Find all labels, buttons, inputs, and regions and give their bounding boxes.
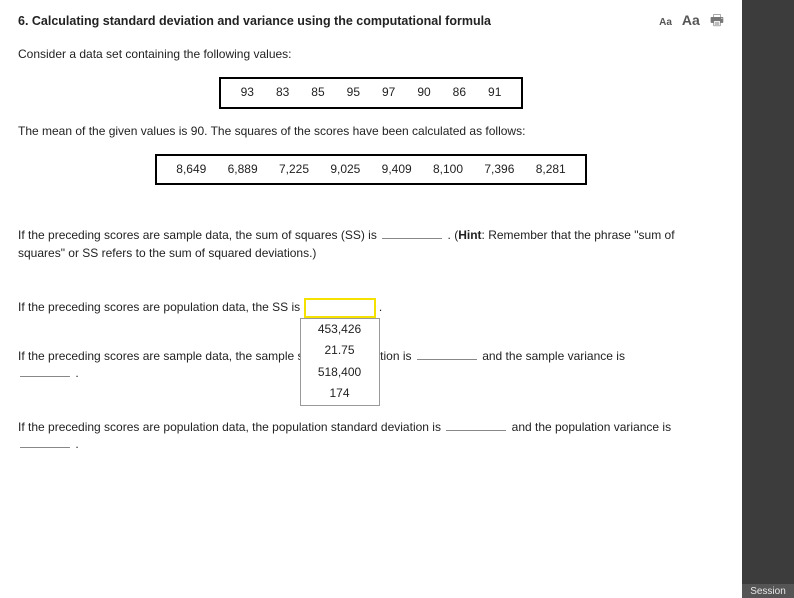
- p4-text-a: If the preceding scores are population d…: [18, 420, 444, 434]
- square-cell: 6,889: [219, 161, 267, 178]
- intro-text: Consider a data set containing the follo…: [18, 46, 724, 63]
- blank-input[interactable]: [382, 227, 442, 239]
- squares-box-wrap: 8,649 6,889 7,225 9,025 9,409 8,100 7,39…: [18, 154, 724, 185]
- toolbar: Aa Aa 🖶: [659, 10, 724, 32]
- data-cell: 90: [408, 84, 440, 101]
- data-cell: 97: [373, 84, 405, 101]
- square-cell: 9,025: [321, 161, 369, 178]
- p3-text-a: If the preceding scores are sample data,…: [18, 349, 304, 363]
- sidebar: Session: [742, 0, 794, 598]
- blank-input[interactable]: [20, 436, 70, 448]
- dropdown-wrap: 453,426 21.75 518,400 174: [304, 298, 376, 318]
- square-cell: 9,409: [373, 161, 421, 178]
- p2-text-a: If the preceding scores are population d…: [18, 300, 304, 314]
- data-box-wrap: 93 83 85 95 97 90 86 91: [18, 77, 724, 108]
- p4-text-b: and the population variance is: [512, 420, 671, 434]
- data-cell: 91: [479, 84, 511, 101]
- dropdown-option[interactable]: 21.75: [301, 340, 379, 361]
- p3-text-d: .: [75, 366, 78, 380]
- p3-text-b: ation is: [374, 349, 415, 363]
- data-cell: 86: [443, 84, 475, 101]
- hint-label: Hint: [458, 228, 481, 242]
- blank-input[interactable]: [417, 348, 477, 360]
- data-cell: 93: [231, 84, 263, 101]
- p1-text-a: If the preceding scores are sample data,…: [18, 228, 380, 242]
- p4-text-c: .: [75, 437, 78, 451]
- p1-text-b: . (: [448, 228, 459, 242]
- data-cell: 85: [302, 84, 334, 101]
- data-values-box: 93 83 85 95 97 90 86 91: [219, 77, 522, 108]
- square-cell: 8,281: [527, 161, 575, 178]
- font-increase-button[interactable]: Aa: [682, 10, 700, 30]
- dropdown-list: 453,426 21.75 518,400 174: [300, 318, 380, 406]
- square-cell: 7,225: [270, 161, 318, 178]
- blank-input[interactable]: [446, 419, 506, 431]
- data-cell: 95: [337, 84, 369, 101]
- square-cell: 7,396: [475, 161, 523, 178]
- dropdown-option[interactable]: 453,426: [301, 319, 379, 340]
- square-cell: 8,649: [167, 161, 215, 178]
- question-p4: If the preceding scores are population d…: [18, 419, 724, 454]
- header-row: 6. Calculating standard deviation and va…: [18, 10, 724, 32]
- font-decrease-button[interactable]: Aa: [659, 16, 672, 31]
- print-icon[interactable]: 🖶: [710, 10, 724, 32]
- question-p2: If the preceding scores are population d…: [18, 298, 724, 318]
- p2-text-b: .: [379, 300, 382, 314]
- p3-text-c: and the sample variance is: [482, 349, 625, 363]
- question-p1: If the preceding scores are sample data,…: [18, 227, 724, 262]
- dropdown-field[interactable]: [304, 298, 376, 318]
- data-cell: 83: [267, 84, 299, 101]
- mean-text: The mean of the given values is 90. The …: [18, 123, 724, 140]
- dropdown-option[interactable]: 518,400: [301, 362, 379, 383]
- page-title: 6. Calculating standard deviation and va…: [18, 12, 491, 30]
- square-cell: 8,100: [424, 161, 472, 178]
- dropdown-option[interactable]: 174: [301, 383, 379, 404]
- session-button[interactable]: Session: [742, 584, 794, 598]
- blank-input[interactable]: [20, 365, 70, 377]
- content-area: 6. Calculating standard deviation and va…: [0, 0, 742, 598]
- squares-box: 8,649 6,889 7,225 9,025 9,409 8,100 7,39…: [155, 154, 586, 185]
